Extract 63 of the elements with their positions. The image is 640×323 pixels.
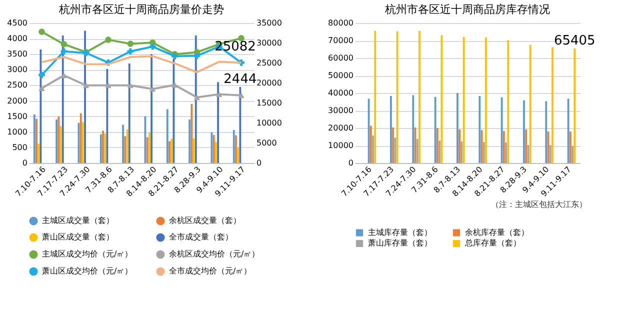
y-tick-label: 10000 <box>328 141 354 150</box>
y2-tick-label: 5000 <box>256 138 277 148</box>
legend-label: 余杭区成交量（套） <box>169 216 241 225</box>
point <box>38 85 45 91</box>
y2-tick-label: 10000 <box>256 118 282 128</box>
y-tick-label: 20000 <box>328 124 354 132</box>
data-label: 65405 <box>554 34 596 49</box>
point <box>127 40 134 47</box>
text: （注：主城区包括大江东） <box>491 200 587 209</box>
chart-title: 杭州市各区近十周商品房量价走势 <box>58 3 224 16</box>
point <box>38 28 45 35</box>
y-tick-label: 80000 <box>328 18 354 28</box>
point <box>194 94 200 100</box>
point <box>60 41 68 48</box>
y-tick-label: 50000 <box>328 71 354 80</box>
y2-tick-label: 35000 <box>256 18 282 28</box>
y-tick-label: 60000 <box>328 54 354 62</box>
point <box>149 43 156 50</box>
y-tick-label: 30000 <box>328 106 354 115</box>
y-tick-label: 2000 <box>7 96 28 106</box>
data-label: 2444 <box>224 72 257 87</box>
y-tick-label: 2500 <box>7 80 28 90</box>
chart-title: 杭州市各区近十周商品房库存情况 <box>384 3 550 16</box>
point <box>60 72 68 78</box>
legend-label: 余杭库存量（套） <box>465 228 529 237</box>
point <box>127 82 134 88</box>
legend-label: 主城库存量（套） <box>368 228 432 237</box>
point <box>82 82 90 88</box>
point <box>60 48 68 55</box>
y-tick-label: 3500 <box>7 50 28 59</box>
y2-tick-label: 15000 <box>256 98 282 108</box>
y2-tick-label: 0 <box>256 158 262 168</box>
point <box>194 52 200 59</box>
point <box>38 72 45 78</box>
y2-tick-label: 30000 <box>256 38 282 48</box>
point <box>172 82 178 88</box>
y-tick-label: 70000 <box>328 36 354 45</box>
y-tick-label: 0 <box>348 158 354 168</box>
point <box>105 82 112 88</box>
legend-label: 总库存量（套） <box>464 238 521 248</box>
legend-label: 主城区成交量（套） <box>42 216 114 225</box>
point <box>105 36 112 43</box>
legend-label: 主城区成交均价（元/㎡） <box>42 250 133 258</box>
y2-tick-label: 25000 <box>256 58 282 68</box>
legend-label: 余杭区成交均价（元/㎡） <box>169 250 260 258</box>
y-tick-label: 4500 <box>7 18 28 28</box>
legend-label: 全市成交均价（元/㎡） <box>169 266 252 276</box>
y-tick-label: 3000 <box>7 65 28 74</box>
y-tick-label: 1500 <box>7 112 28 121</box>
point <box>149 86 156 92</box>
y-tick-label: 4000 <box>7 34 28 44</box>
y-tick-label: 0 <box>22 158 28 168</box>
legend-label: 萧山区成交量（套） <box>42 232 114 242</box>
legend-label: 萧山库存量（套） <box>368 238 432 248</box>
point <box>127 48 134 55</box>
point <box>216 91 222 97</box>
y-tick-label: 40000 <box>328 88 354 98</box>
y2-tick-label: 20000 <box>256 78 282 88</box>
point <box>238 92 244 98</box>
legend-label: 全市成交量（套） <box>169 232 233 242</box>
legend-label: 萧山区成交均价（元/㎡） <box>42 266 133 276</box>
y-tick-label: 1000 <box>7 127 28 136</box>
y-tick-label: 500 <box>12 142 28 152</box>
